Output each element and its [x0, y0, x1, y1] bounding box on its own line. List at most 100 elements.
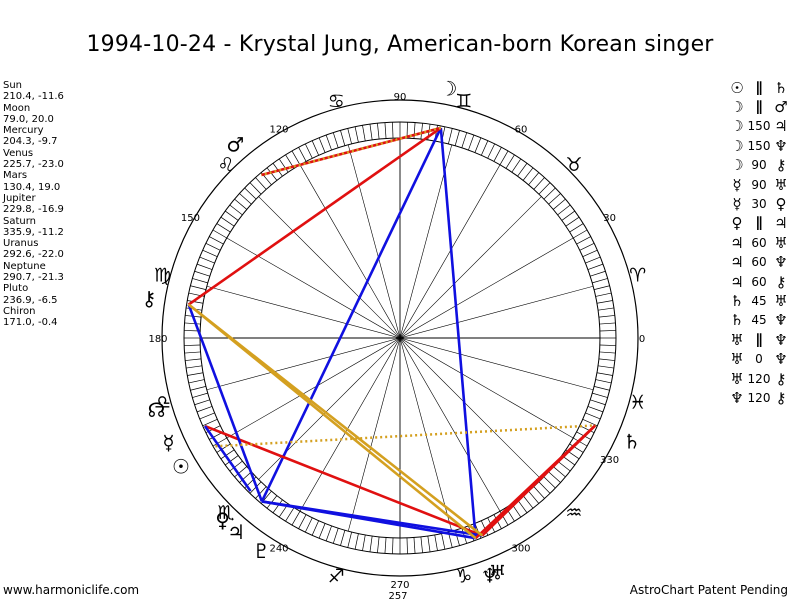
aspect-line [474, 424, 597, 540]
aspect-planet: ☽ [730, 156, 744, 175]
aspect-planet: ♅ [730, 369, 744, 388]
zodiac-sign-icon: ♉ [565, 154, 582, 176]
degree-tick [184, 344, 201, 346]
degree-tick [582, 249, 598, 257]
venus-icon: ♀ [215, 508, 230, 532]
chiron-icon: ⚷ [142, 286, 157, 310]
footer-website[interactable]: www.harmoniclife.com [3, 583, 140, 597]
planet-name-sun: Sun [3, 80, 23, 91]
degree-tick [493, 147, 502, 162]
zodiac-sign-icon: ♋ [328, 90, 345, 112]
aspect-type: 60 [751, 255, 767, 270]
planet-name-venus: Venus [3, 147, 34, 159]
aspect-row: ♀ ∥ ♃ [728, 214, 790, 233]
degree-tick [220, 216, 235, 227]
neptune-icon: ♆ [481, 564, 499, 588]
degree-label: 330 [600, 455, 619, 466]
aspect-planet: ♄ [774, 78, 788, 97]
degree-tick [278, 158, 289, 173]
aspect-planet: ♅ [730, 330, 744, 349]
degree-tick [266, 167, 278, 181]
mercury-icon: ☿ [162, 431, 174, 455]
planet-value-mercury: 204.3, -9.7 [3, 136, 58, 148]
degree-tick [599, 351, 616, 354]
aspect-planet: ♄ [730, 311, 744, 330]
planet-name-mars: Mars [3, 170, 28, 182]
planet-name-mercury: Mercury [3, 125, 44, 137]
degree-tick [590, 270, 606, 277]
degree-tick [194, 270, 210, 277]
degree-tick [311, 520, 319, 536]
degree-tick [272, 499, 283, 513]
degree-tick [362, 125, 366, 142]
aspect-row: ☉ ∥ ♄ [728, 78, 790, 97]
aspect-planet: ♃ [730, 253, 744, 272]
degree-tick [461, 132, 468, 148]
degree-tick [552, 198, 566, 210]
aspect-row: ♅ 120 ⚷ [728, 369, 790, 388]
degree-tick [384, 537, 387, 554]
aspect-row: ☽ 150 ♃ [728, 117, 790, 136]
wheel-aspect-lines [187, 126, 597, 540]
degree-tick [517, 163, 528, 177]
degree-tick [538, 481, 551, 494]
degree-tick [216, 443, 231, 453]
degree-tick [192, 278, 208, 284]
aspect-line [187, 126, 442, 306]
degree-tick [188, 379, 205, 384]
degree-tick [202, 249, 218, 257]
aspect-type: ∥ [755, 215, 763, 232]
degree-tick [298, 147, 307, 162]
degree-tick [468, 134, 475, 151]
planet-name-chiron: Chiron [3, 305, 36, 317]
degree-tick [511, 158, 522, 173]
zodiac-sign-icon: ♍ [154, 264, 171, 286]
degree-tick [598, 315, 615, 318]
degree-tick [596, 372, 613, 376]
degree-label: 120 [269, 124, 288, 135]
degree-tick [413, 537, 416, 554]
degree-tick [354, 533, 359, 550]
degree-tick [384, 122, 387, 139]
aspect-row: ☽ 150 ♆ [728, 136, 790, 155]
planet-value-uranus: 292.6, -22.0 [3, 249, 64, 261]
aspect-line [439, 127, 477, 539]
aspect-planet: ☽ [730, 136, 744, 155]
degree-tick [420, 536, 423, 553]
aspect-row: ♃ 60 ♆ [728, 253, 790, 272]
mars-icon: ♂ [226, 133, 244, 157]
degree-tick [569, 443, 584, 453]
degree-tick [212, 437, 227, 447]
aspect-row: ♃ 60 ♅ [728, 233, 790, 252]
degree-tick [598, 307, 614, 311]
footer-patent-note: AstroChart Patent Pending [629, 583, 788, 597]
degree-tick [533, 486, 545, 499]
planet-value-pluto: 236.9, -6.5 [3, 294, 58, 306]
degree-tick [332, 528, 339, 544]
degree-tick [587, 406, 604, 413]
degree-tick [369, 124, 373, 140]
aspect-row: ♅ 0 ♆ [728, 349, 790, 368]
degree-tick [347, 128, 352, 145]
degree-tick [434, 534, 438, 551]
degree-tick [392, 122, 394, 139]
degree-tick [448, 128, 453, 145]
degree-label: 150 [181, 213, 200, 224]
degree-tick [548, 471, 561, 483]
degree-tick [234, 198, 248, 210]
degree-tick [474, 137, 482, 153]
degree-tick [481, 140, 489, 156]
degree-tick [291, 150, 301, 165]
planet-value-mars: 130.4, 19.0 [3, 181, 61, 193]
degree-label: 257 [388, 591, 407, 600]
degree-tick [225, 210, 239, 221]
degree-tick [196, 263, 213, 270]
aspect-row: ☽ ∥ ♂ [728, 97, 790, 116]
degree-tick [216, 223, 231, 233]
aspect-row: ♅ ∥ ♆ [728, 330, 790, 349]
wheel-spokes [200, 138, 600, 538]
degree-tick [587, 263, 604, 270]
aspect-type: 45 [751, 293, 767, 308]
aspect-planet: ♆ [774, 330, 788, 349]
